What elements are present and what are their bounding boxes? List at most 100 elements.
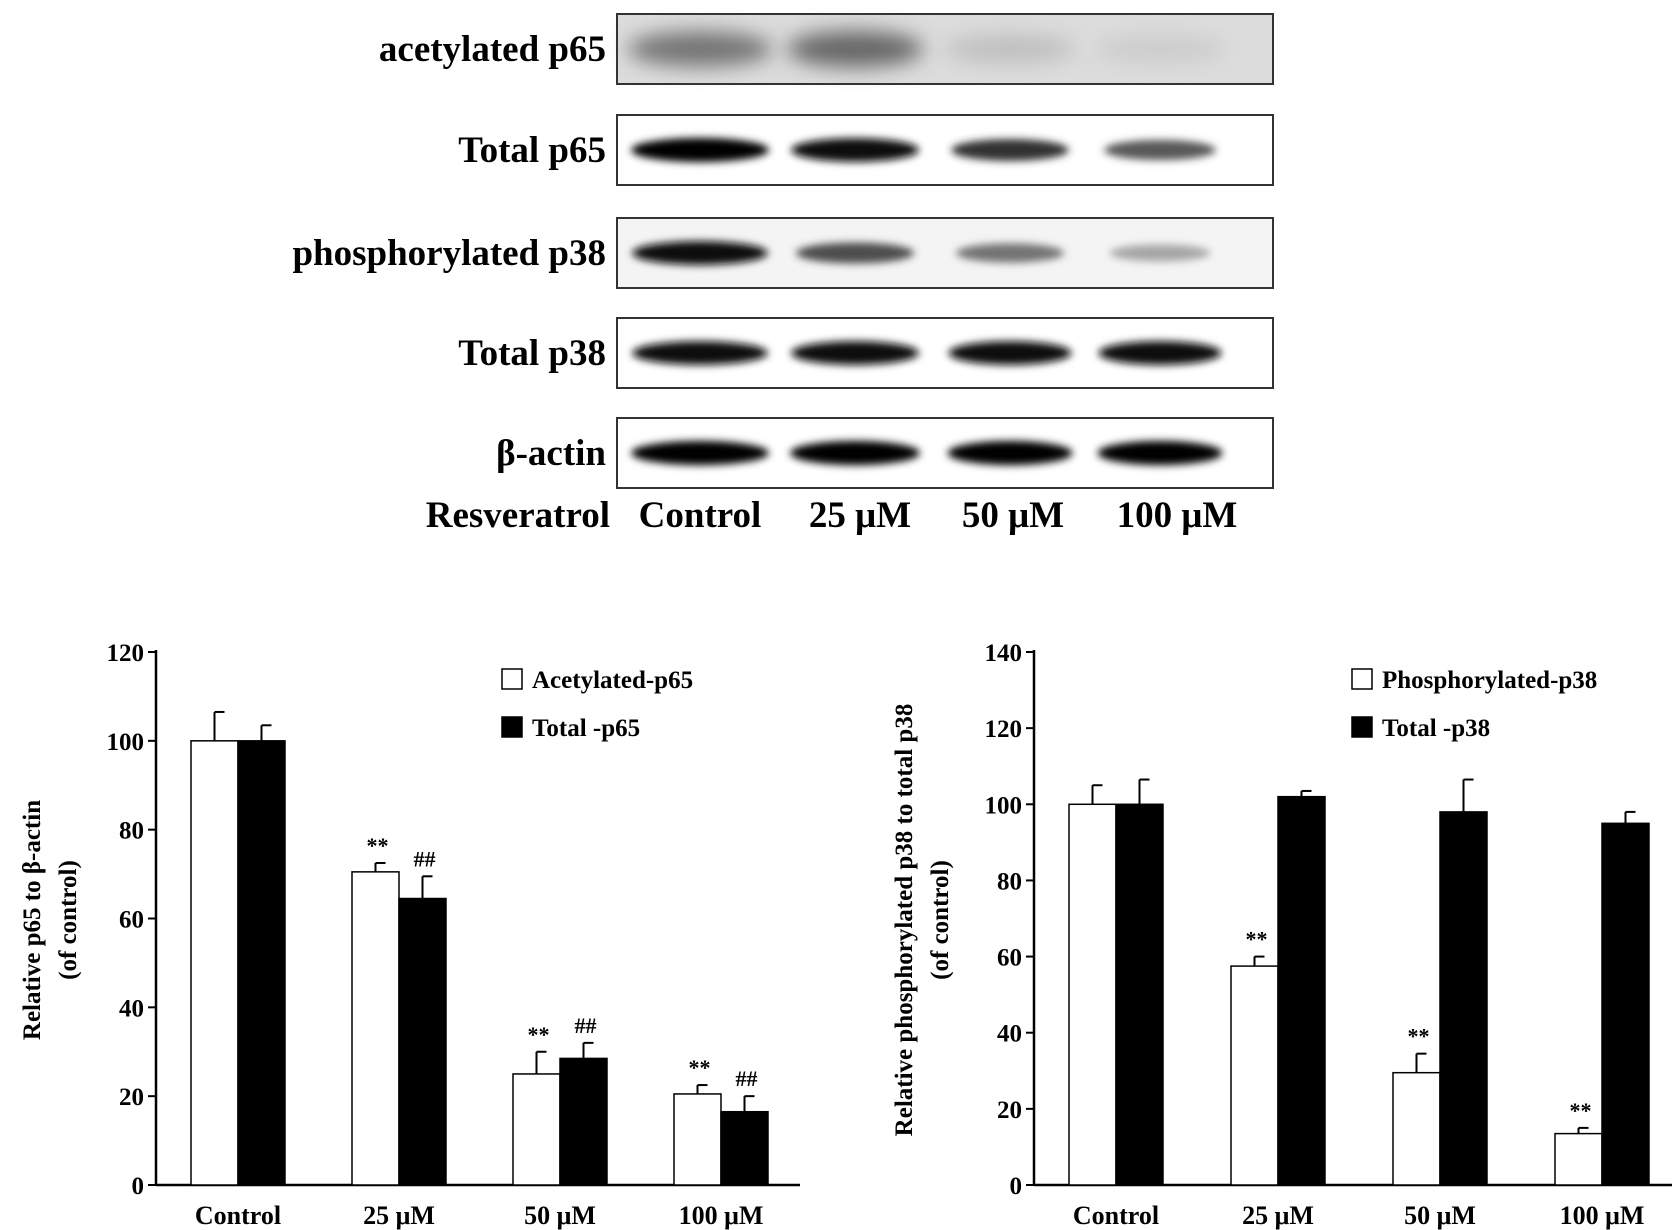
bar	[559, 1057, 608, 1186]
y-axis-label-line: Relative phosphorylated p38 to total p38	[891, 704, 918, 1137]
significance-label: **	[367, 833, 389, 858]
blot-band	[951, 139, 1069, 161]
blot-band	[955, 243, 1065, 263]
y-tick-label: 60	[119, 907, 144, 934]
bar	[237, 740, 286, 1186]
y-tick-label: 20	[997, 1097, 1022, 1124]
blot-band	[631, 440, 769, 466]
legend-label: Total -p38	[1382, 715, 1490, 742]
bar	[1115, 803, 1164, 1186]
blot-row: phosphorylated p38	[292, 217, 1274, 289]
x-tick-label: 100 μM	[1560, 1201, 1645, 1230]
y-tick-label: 120	[985, 716, 1023, 743]
y-tick-label: 40	[997, 1021, 1022, 1048]
blot-band	[790, 341, 920, 365]
bar	[1554, 1132, 1603, 1186]
bar	[1601, 822, 1650, 1186]
blot-band	[1109, 244, 1211, 262]
significance-label: **	[1408, 1024, 1430, 1049]
y-axis-label: Relative p65 to β-actin (of control)	[19, 800, 82, 1040]
bar	[720, 1110, 769, 1186]
blot-band	[790, 440, 920, 466]
y-tick-label: 80	[997, 868, 1022, 895]
y-tick-label: 60	[997, 945, 1022, 972]
significance-label: ##	[575, 1013, 597, 1038]
blot-band	[1094, 35, 1226, 63]
lane-label: 25 μM	[809, 495, 911, 536]
western-blot-panel: acetylated p65 Total p65 phosphorylated p3…	[292, 13, 1274, 536]
y-tick-label: 120	[107, 640, 145, 667]
blot-band	[627, 31, 773, 67]
legend-label: Acetylated-p65	[532, 667, 693, 694]
blot-row: β-actin	[496, 417, 1274, 489]
y-tick-label: 0	[132, 1173, 145, 1200]
significance-label: ##	[414, 846, 436, 871]
y-axis-label: Relative phosphorylated p38 to total p38…	[891, 704, 954, 1137]
legend-swatch	[1351, 716, 1373, 738]
legend-label: Phosphorylated-p38	[1382, 667, 1597, 694]
p38-bar-chart: 0 20 40 60 80 100 120 140 Relative phosphorylate…	[891, 640, 1672, 1230]
x-tick-label: 25 μM	[1242, 1201, 1314, 1230]
bar	[351, 871, 400, 1186]
x-tick-label: 25 μM	[363, 1201, 435, 1230]
x-tick-label: 100 μM	[679, 1201, 764, 1230]
legend-swatch	[1351, 668, 1373, 690]
bar	[1068, 803, 1117, 1186]
significance-label: **	[1570, 1098, 1592, 1123]
y-tick-label: 20	[119, 1084, 144, 1111]
blot-band	[948, 341, 1072, 365]
blot-band	[1097, 440, 1223, 466]
lane-label: 50 μM	[962, 495, 1064, 536]
bar	[398, 897, 447, 1186]
blot-row-label: Total p38	[458, 333, 606, 374]
blot-band	[1104, 139, 1216, 161]
blot-band	[944, 34, 1076, 64]
y-tick-label: 40	[119, 995, 144, 1022]
blot-band	[947, 440, 1073, 466]
significance-label: **	[689, 1055, 711, 1080]
blot-row: acetylated p65	[379, 13, 1274, 85]
blot-band	[631, 137, 769, 163]
bar	[190, 740, 239, 1186]
blot-row-label: Total p65	[458, 130, 606, 171]
y-axis-label-line: (of control)	[927, 860, 954, 980]
blot-row-label: β-actin	[496, 433, 606, 474]
x-tick-label: Control	[1073, 1201, 1159, 1230]
lane-label: Control	[639, 495, 762, 536]
x-tick-label: 50 μM	[1404, 1201, 1476, 1230]
y-tick-label: 100	[107, 729, 145, 756]
blot-band	[632, 341, 768, 365]
y-axis-label-line: (of control)	[55, 860, 82, 980]
blot-row-label: phosphorylated p38	[292, 233, 606, 274]
blot-band	[1098, 341, 1222, 365]
p65-bar-chart: 0 20 40 60 80 100 120 Relative p65 to β-actin (o…	[19, 640, 800, 1230]
legend-label: Total -p65	[532, 715, 640, 742]
y-tick-label: 140	[985, 640, 1023, 667]
bar	[1439, 811, 1488, 1186]
x-tick-label: Control	[195, 1201, 281, 1230]
blot-row: Total p38	[458, 317, 1274, 389]
legend-swatch	[501, 716, 523, 738]
blot-band	[786, 31, 924, 67]
blot-row: Total p65	[458, 114, 1274, 186]
bar	[512, 1073, 561, 1186]
bar	[1392, 1071, 1441, 1186]
x-tick-label: 50 μM	[524, 1201, 596, 1230]
bar	[673, 1093, 722, 1186]
blot-row-label: acetylated p65	[379, 29, 606, 70]
y-axis-label-line: Relative p65 to β-actin	[19, 800, 46, 1040]
significance-label: **	[1246, 927, 1268, 952]
y-tick-label: 100	[985, 792, 1023, 819]
lane-label: 100 μM	[1117, 495, 1238, 536]
y-tick-label: 0	[1010, 1173, 1023, 1200]
blot-band	[632, 241, 768, 265]
significance-label: ##	[736, 1066, 758, 1091]
resveratrol-label: Resveratrol	[426, 495, 610, 536]
significance-label: **	[528, 1022, 550, 1047]
blot-band	[795, 242, 915, 264]
blot-band	[790, 138, 920, 162]
legend-swatch	[501, 668, 523, 690]
y-tick-label: 80	[119, 818, 144, 845]
bar	[1277, 795, 1326, 1186]
